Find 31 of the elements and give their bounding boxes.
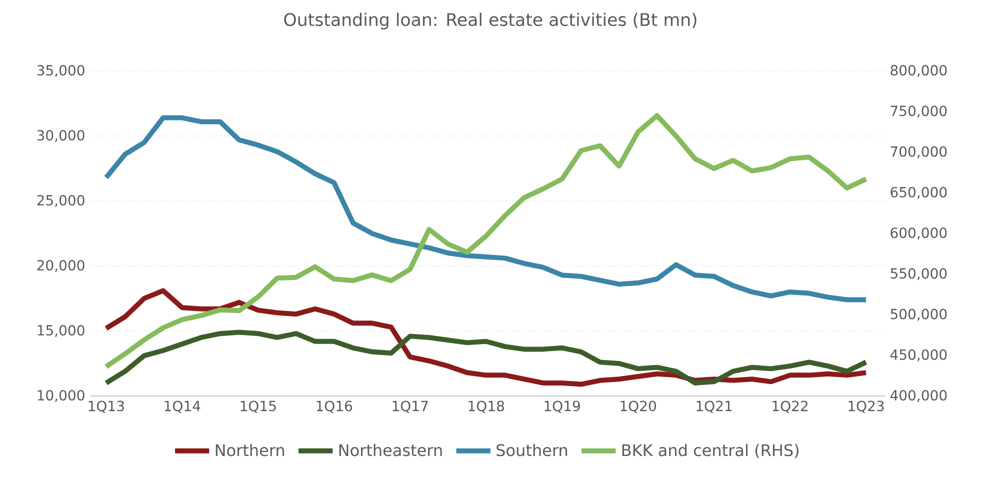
x-tick-label: 1Q22 xyxy=(772,400,808,413)
y-tick-label: 30,000 xyxy=(37,130,84,142)
x-tick-label: 1Q13 xyxy=(88,400,124,413)
y-tick-label: 25,000 xyxy=(37,194,84,207)
y2-tick-label: 650,000 xyxy=(890,186,947,199)
x-tick-label: 1Q18 xyxy=(468,400,504,413)
x-tick-label: 1Q19 xyxy=(544,400,580,413)
legend-label: Northern xyxy=(216,444,284,456)
y2-tick-label: 800,000 xyxy=(890,64,947,77)
x-tick-label: 1Q16 xyxy=(316,400,352,413)
x-tick-label: 1Q23 xyxy=(848,400,884,413)
x-tick-label: 1Q15 xyxy=(240,400,276,413)
x-tick-label: 1Q21 xyxy=(696,400,732,413)
y2-tick-label: 600,000 xyxy=(890,227,947,240)
y-tick-label: 10,000 xyxy=(38,390,84,402)
y2-tick-label: 750,000 xyxy=(890,106,947,118)
chart-title: Outstanding loan: Real estate activities (Bt mn) xyxy=(284,12,696,30)
legend-label: BKK and central (RHS) xyxy=(622,444,798,458)
y2-tick-label: 700,000 xyxy=(890,146,947,158)
legend-label: Northeastern xyxy=(339,444,442,456)
x-tick-label: 1Q17 xyxy=(392,400,428,413)
x-tick-label: 1Q20 xyxy=(620,400,656,413)
y2-tick-label: 450,000 xyxy=(890,349,947,362)
y2-tick-label: 500,000 xyxy=(890,308,947,321)
y-tick-label: 20,000 xyxy=(37,260,84,272)
legend-label: Southern xyxy=(496,444,568,456)
y-tick-label: 15,000 xyxy=(38,324,84,337)
y-tick-label: 35,000 xyxy=(37,64,84,78)
y2-tick-label: 550,000 xyxy=(890,268,947,280)
y2-tick-label: 400,000 xyxy=(890,390,947,402)
x-tick-label: 1Q14 xyxy=(164,400,200,413)
